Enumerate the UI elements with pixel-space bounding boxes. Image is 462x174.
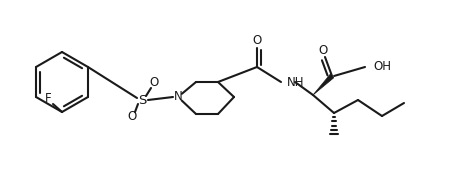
Text: F: F	[45, 93, 51, 105]
Text: NH: NH	[287, 77, 304, 89]
Text: O: O	[318, 44, 328, 57]
Text: OH: OH	[373, 60, 391, 73]
Text: S: S	[138, 93, 146, 106]
Text: O: O	[149, 76, 158, 89]
Polygon shape	[313, 74, 334, 95]
Text: O: O	[252, 34, 261, 48]
Text: O: O	[128, 110, 137, 124]
Text: N: N	[174, 90, 182, 104]
